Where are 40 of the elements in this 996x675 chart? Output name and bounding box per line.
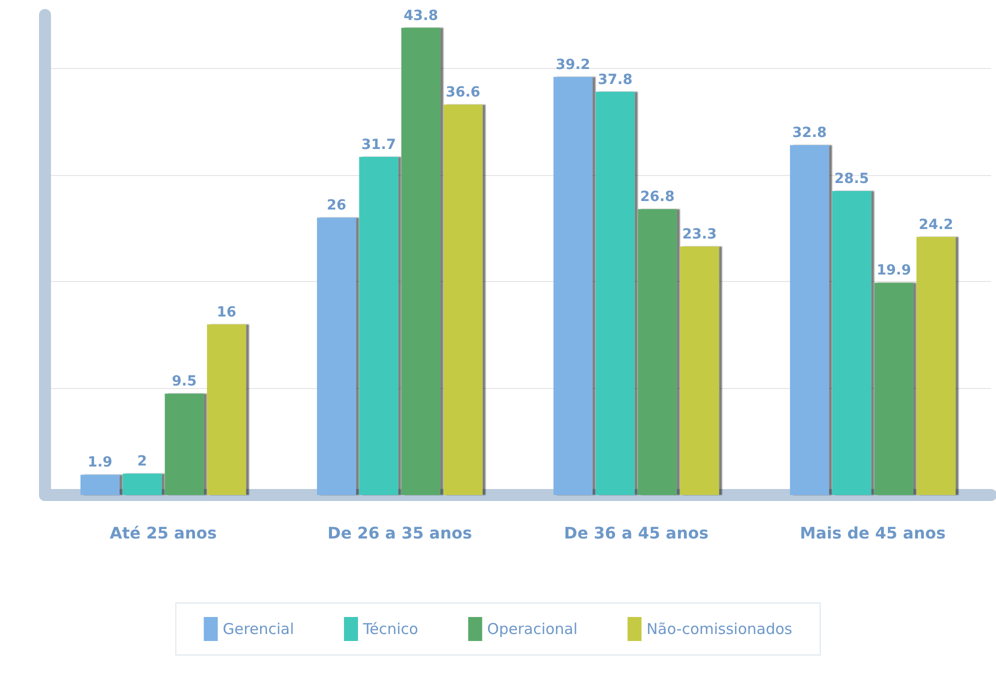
bar <box>832 191 872 495</box>
data-label: 26.8 <box>640 189 675 206</box>
x-tick-label: De 36 a 45 anos <box>564 524 708 542</box>
bar <box>553 76 593 495</box>
bar <box>122 474 162 495</box>
data-label: 23.3 <box>682 226 717 242</box>
bar <box>359 156 398 495</box>
x-tick-label: Até 25 anos <box>110 524 217 542</box>
bar <box>596 92 635 495</box>
bar <box>874 282 914 495</box>
data-label: 36.6 <box>446 84 480 101</box>
legend-label: Gerencial <box>222 620 294 638</box>
data-label: 16 <box>216 304 236 320</box>
bar <box>680 246 720 495</box>
bar <box>790 145 830 495</box>
legend-label: Operacional <box>487 620 578 638</box>
legend-label: Não-comissionados <box>646 620 792 638</box>
data-label: 26 <box>326 198 346 214</box>
bar <box>316 218 356 495</box>
x-tick-label: De 26 a 35 anos <box>328 524 472 542</box>
data-label: 1.9 <box>88 454 112 471</box>
data-label: 19.9 <box>876 262 912 279</box>
data-label: 2 <box>137 454 148 470</box>
bar <box>80 474 120 495</box>
data-label: 43.8 <box>404 8 438 24</box>
data-label: 39.2 <box>556 56 590 73</box>
data-label: 9.5 <box>172 374 197 390</box>
bar <box>206 324 246 495</box>
data-label: 31.7 <box>361 136 396 153</box>
bar <box>164 394 204 495</box>
data-label: 37.8 <box>598 72 632 88</box>
bar <box>401 28 440 495</box>
bar <box>916 236 956 495</box>
data-label: 32.8 <box>792 125 827 142</box>
bar <box>638 209 677 495</box>
legend-label: Técnico <box>362 620 418 638</box>
data-label: 28.5 <box>834 171 869 187</box>
data-label: 24.2 <box>918 216 954 233</box>
bar <box>443 104 483 495</box>
x-tick-label: Mais de 45 anos <box>800 524 946 542</box>
